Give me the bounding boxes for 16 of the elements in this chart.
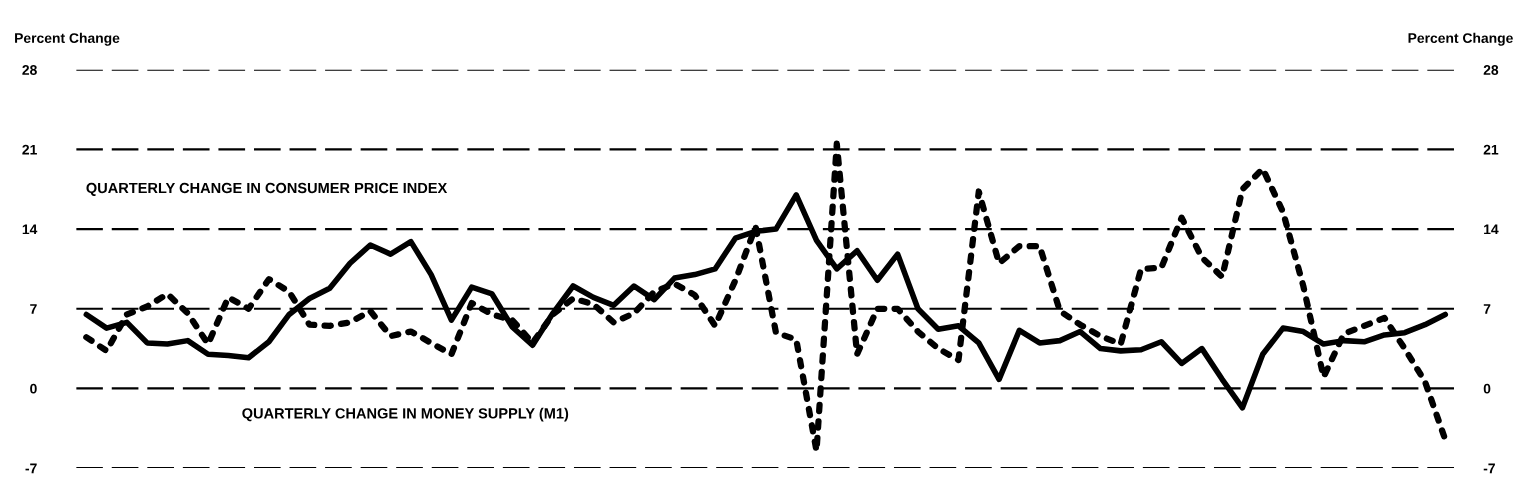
y2-tick-label: 28 — [1483, 65, 1499, 75]
y-tick-label: 14 — [22, 224, 38, 235]
y-tick-label: 21 — [22, 144, 37, 155]
y-axis-title: Percent Change — [15, 32, 120, 46]
annotation: QUARTERLY CHANGE IN MONEY SUPPLY (M1) — [242, 407, 569, 422]
y2-tick-label: -7 — [1483, 463, 1495, 474]
y2-tick-label: 7 — [1483, 304, 1491, 314]
y-tick-label: 28 — [22, 65, 37, 75]
y-tick-label: 0 — [30, 383, 37, 394]
y-tick-label: 7 — [30, 304, 37, 314]
y-tick-label: -7 — [25, 463, 37, 474]
y2-tick-label: 0 — [1483, 383, 1491, 394]
y2-axis-title: Percent Change — [1408, 32, 1513, 46]
y2-tick-label: 14 — [1484, 224, 1499, 235]
y2-tick-label: 21 — [1483, 144, 1499, 155]
annotation: QUARTERLY CHANGE IN CONSUMER PRICE INDEX — [86, 182, 448, 196]
